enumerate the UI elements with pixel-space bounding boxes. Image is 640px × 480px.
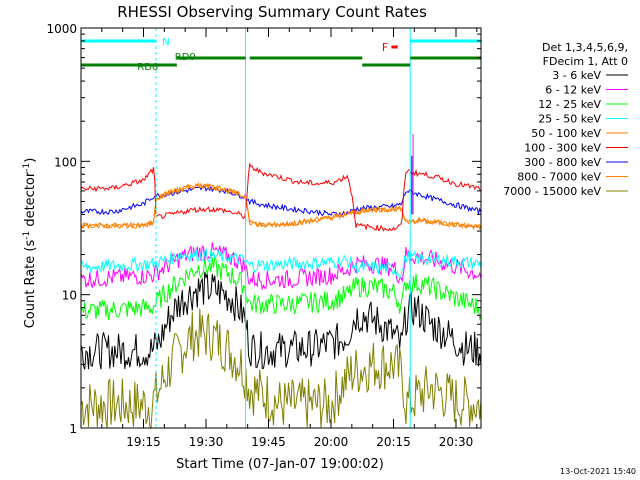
series-line: [80, 182, 482, 230]
annotation-layer: N RD0 RD6 F: [81, 28, 482, 428]
y-tick-label: 100: [54, 155, 77, 169]
legend: Det 1,3,4,5,6,9, FDecim 1, Att 0 3 - 6 k…: [503, 41, 628, 198]
x-tick-label: 19:15: [126, 435, 161, 449]
y-label-sup: -1: [22, 163, 32, 172]
y-tick-label: 10: [62, 289, 77, 303]
y-tick-label: 1: [69, 422, 77, 436]
series-line: [80, 242, 482, 291]
legend-label: 50 - 100 keV: [531, 127, 601, 140]
series-line: [80, 308, 482, 430]
series-line: [80, 255, 482, 321]
x-axis-label: Start Time (07-Jan-07 19:00:02): [176, 457, 384, 472]
plot-frame: [80, 27, 482, 429]
legend-label: 25 - 50 keV: [538, 113, 601, 126]
x-tick-label: 20:15: [376, 435, 411, 449]
y-tick-label: 1000: [46, 22, 77, 36]
footer-timestamp: 13-Oct-2021 15:40: [560, 467, 636, 476]
axis-layer: 1 10 100 1000 19:15 19:30 19:45 20:00 20:15 20:30: [46, 22, 482, 449]
legend-header-line: Det 1,3,4,5,6,9,: [542, 41, 628, 54]
legend-label: 100 - 300 keV: [524, 142, 601, 155]
series-layer: [80, 134, 482, 430]
legend-label: 300 - 800 keV: [524, 156, 601, 169]
y-label-sup: -1: [22, 231, 32, 240]
series-line: [80, 184, 482, 218]
legend-header-line: FDecim 1, Att 0: [543, 55, 628, 68]
rd0-label: RD0: [175, 52, 196, 63]
series-line: [80, 183, 482, 231]
x-tick-label: 19:30: [189, 435, 224, 449]
x-tick-label: 20:30: [439, 435, 474, 449]
legend-label: 800 - 7000 keV: [517, 171, 601, 184]
series-line: [80, 247, 482, 279]
series-line: [80, 162, 482, 232]
n-label: N: [162, 37, 169, 48]
y-axis-label: Count Rate (s-1 detector-1): [22, 158, 38, 329]
legend-label: 3 - 6 keV: [552, 69, 601, 82]
series-line: [80, 271, 482, 370]
f-label: F: [382, 41, 388, 54]
y-label-part: ): [23, 158, 38, 163]
chart-title: RHESSI Observing Summary Count Rates: [117, 3, 427, 21]
y-label-part: detector: [23, 171, 38, 231]
x-tick-label: 20:00: [314, 435, 349, 449]
x-tick-label: 19:45: [251, 435, 286, 449]
rd6-label: RD6: [137, 62, 158, 73]
legend-label: 6 - 12 keV: [545, 84, 601, 97]
legend-label: 12 - 25 keV: [538, 98, 601, 111]
legend-label: 7000 - 15000 keV: [503, 185, 601, 198]
y-label-part: Count Rate (s: [23, 240, 38, 329]
